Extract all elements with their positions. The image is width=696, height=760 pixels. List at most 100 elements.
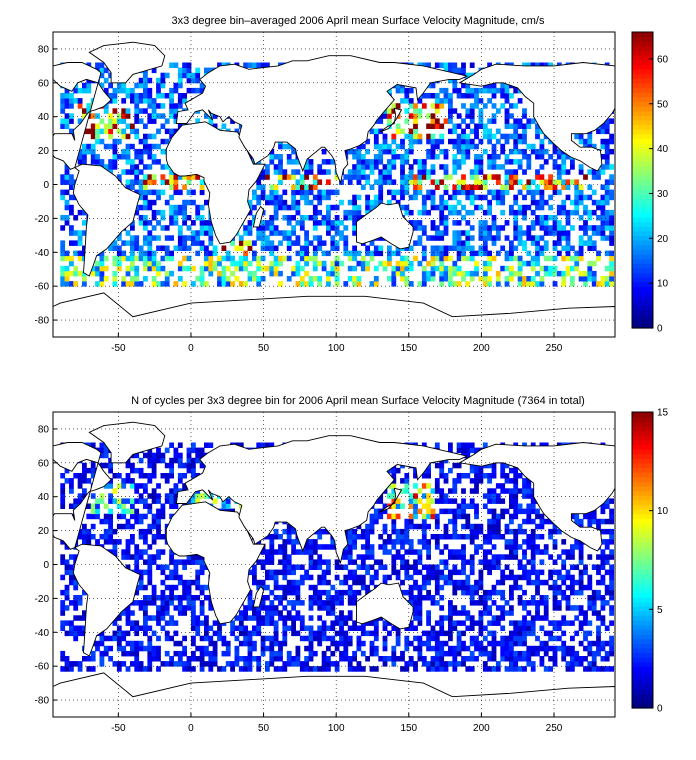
bin-cell — [578, 610, 584, 616]
bin-cell — [552, 605, 558, 611]
bin-cell — [356, 250, 362, 257]
bin-cell — [570, 666, 575, 672]
bin-cell — [504, 159, 510, 165]
colorbar-frame — [631, 31, 654, 329]
bin-cell — [561, 209, 567, 216]
bin-cell — [286, 230, 292, 236]
bin-cell — [138, 574, 144, 581]
bin-cell — [73, 87, 79, 94]
bin-cell — [177, 235, 183, 241]
bin-cell — [182, 72, 187, 79]
bin-cell — [561, 230, 567, 236]
bin-cell — [273, 270, 279, 277]
bin-cell — [317, 559, 323, 565]
bin-cell — [356, 154, 362, 160]
bin-cell — [60, 215, 66, 221]
bin-cell — [373, 625, 379, 631]
bin-cell — [600, 559, 606, 565]
bin-cell — [448, 625, 453, 631]
bin-cell — [474, 184, 479, 190]
bin-cell — [186, 595, 192, 601]
bin-cell — [565, 661, 571, 667]
bin-cell — [509, 93, 514, 99]
bin-cell — [225, 661, 231, 667]
bin-cell — [343, 554, 349, 560]
bin-cell — [299, 265, 305, 272]
bin-cell — [413, 579, 418, 586]
bin-cell — [321, 605, 327, 611]
bin-cell — [90, 148, 96, 155]
bin-cell — [513, 255, 519, 262]
bin-cell — [535, 574, 540, 581]
bin-cell — [182, 564, 187, 570]
bin-cell — [517, 270, 523, 277]
bin-cell — [304, 174, 309, 180]
bin-cell — [177, 276, 183, 282]
bin-cell — [191, 600, 196, 606]
bin-cell — [256, 260, 262, 267]
bin-cell — [199, 281, 205, 287]
colorbar-segment — [632, 230, 653, 237]
bin-cell — [69, 128, 74, 135]
bin-cell — [278, 260, 283, 267]
bin-cell — [587, 554, 593, 560]
bin-cell — [408, 98, 414, 104]
bin-cell — [530, 579, 536, 586]
bin-cell — [604, 600, 610, 606]
bin-cell — [587, 215, 593, 221]
bin-cell — [596, 174, 601, 180]
bin-cell — [356, 174, 362, 180]
bin-cell — [461, 204, 466, 211]
bin-cell — [177, 260, 183, 267]
bin-cell — [73, 615, 79, 621]
bin-cell — [112, 276, 118, 282]
bin-cell — [247, 245, 253, 251]
bin-cell — [387, 630, 392, 637]
bin-cell — [421, 250, 427, 257]
bin-cell — [591, 564, 597, 570]
bin-cell — [151, 225, 157, 231]
bin-cell — [461, 640, 466, 647]
bin-cell — [434, 579, 440, 586]
bin-cell — [221, 265, 227, 272]
bin-cell — [609, 650, 614, 657]
bin-cell — [535, 610, 540, 616]
bin-cell — [160, 215, 166, 221]
bin-cell — [522, 640, 527, 647]
bin-cell — [317, 194, 323, 201]
bin-cell — [465, 123, 471, 129]
bin-cell — [265, 194, 270, 201]
bin-cell — [522, 656, 527, 662]
bin-cell — [269, 640, 275, 647]
bin-cell — [64, 204, 70, 211]
bin-cell — [465, 133, 471, 140]
bin-cell — [273, 569, 279, 576]
bin-cell — [204, 584, 209, 591]
bin-cell — [156, 564, 161, 570]
bin-cell — [530, 189, 536, 196]
bin-cell — [426, 564, 431, 570]
bin-cell — [369, 281, 375, 287]
bin-cell — [252, 189, 257, 196]
bin-cell — [138, 645, 144, 652]
bin-cell — [221, 635, 227, 642]
bin-cell — [356, 169, 362, 175]
bin-cell — [217, 625, 222, 631]
bin-cell — [509, 645, 514, 652]
bin-cell — [478, 98, 484, 104]
bin-cell — [395, 630, 401, 637]
bin-cell — [195, 574, 201, 581]
bin-cell — [487, 128, 492, 135]
bin-cell — [116, 87, 122, 94]
bin-cell — [469, 225, 475, 231]
bin-cell — [526, 661, 532, 667]
bin-cell — [265, 610, 270, 616]
bin-cell — [234, 260, 240, 267]
bin-cell — [312, 544, 318, 550]
bin-cell — [164, 255, 170, 262]
bin-cell — [134, 554, 140, 560]
bin-cell — [151, 276, 157, 282]
bin-cell — [600, 209, 606, 216]
bin-cell — [295, 615, 301, 621]
bin-cell — [552, 255, 558, 262]
